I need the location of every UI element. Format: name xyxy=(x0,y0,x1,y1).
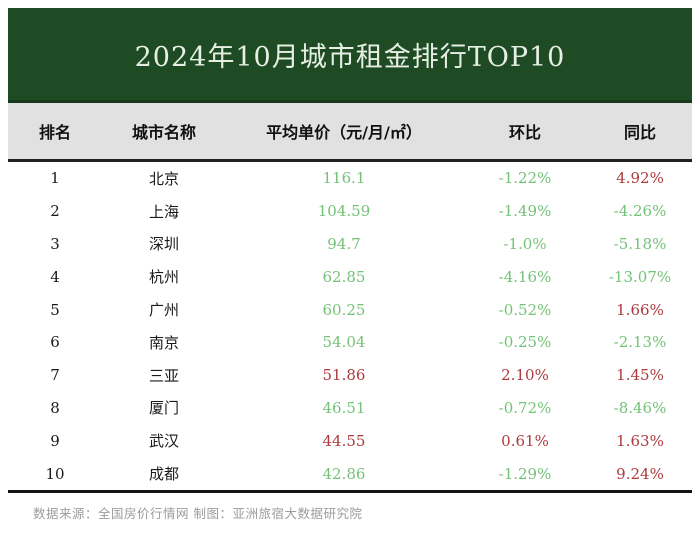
table-row: 3 深圳 94.7 -1.0% -5.18% xyxy=(8,227,692,261)
price-cell: 62.85 xyxy=(322,267,366,286)
footer-divider xyxy=(8,489,692,493)
column-header-0: 排名 xyxy=(38,123,71,142)
price-cell: 44.55 xyxy=(322,431,366,450)
yoy-cell: 1.63% xyxy=(616,431,664,450)
yoy-cell: 9.24% xyxy=(616,464,664,483)
city-cell: 北京 xyxy=(148,169,179,188)
mom-cell: 0.61% xyxy=(501,431,549,450)
rank-cell: 1 xyxy=(50,169,60,188)
column-header-1: 城市名称 xyxy=(131,123,196,142)
mom-cell: -0.52% xyxy=(498,300,552,319)
page-title: 2024年10月城市租金排行TOP10 xyxy=(134,41,566,73)
yoy-cell: 4.92% xyxy=(616,169,664,188)
title-banner: 2024年10月城市租金排行TOP10 xyxy=(8,8,692,103)
price-cell: 54.04 xyxy=(322,333,366,352)
rank-cell: 8 xyxy=(50,398,60,417)
mom-cell: -4.16% xyxy=(498,267,552,286)
yoy-cell: 1.45% xyxy=(616,366,664,385)
yoy-cell: -13.07% xyxy=(608,267,672,286)
city-cell: 成都 xyxy=(148,465,179,484)
column-header-4: 同比 xyxy=(623,123,656,142)
city-cell: 厦门 xyxy=(148,399,179,418)
price-cell: 94.7 xyxy=(327,234,361,253)
rank-cell: 3 xyxy=(50,234,60,253)
price-cell: 46.51 xyxy=(322,398,366,417)
price-cell: 60.25 xyxy=(322,300,366,319)
table-header-row: 排名 城市名称 平均单价（元/月/㎡） 环比 同比 xyxy=(8,103,692,162)
mom-cell: -1.49% xyxy=(498,202,552,221)
price-cell: 116.1 xyxy=(322,169,366,188)
city-cell: 南京 xyxy=(148,333,179,352)
city-cell: 广州 xyxy=(148,301,179,320)
rank-cell: 4 xyxy=(50,267,60,286)
city-cell: 三亚 xyxy=(148,366,179,385)
yoy-cell: -5.18% xyxy=(613,234,667,253)
yoy-cell: -2.13% xyxy=(613,333,667,352)
column-header-3: 环比 xyxy=(508,123,541,142)
table-row: 5 广州 60.25 -0.52% 1.66% xyxy=(8,293,692,326)
rank-cell: 10 xyxy=(45,464,65,483)
table-row: 1 北京 116.1 -1.22% 4.92% xyxy=(8,162,692,195)
rank-cell: 5 xyxy=(50,300,60,319)
mom-cell: -1.29% xyxy=(498,464,552,483)
price-cell: 51.86 xyxy=(322,366,366,385)
table-row: 9 武汉 44.55 0.61% 1.63% xyxy=(8,424,692,458)
yoy-cell: 1.66% xyxy=(616,300,664,319)
yoy-cell: -4.26% xyxy=(613,202,667,221)
rank-cell: 7 xyxy=(50,366,60,385)
column-header-2: 平均单价（元/月/㎡） xyxy=(266,123,422,142)
table-row: 6 南京 54.04 -0.25% -2.13% xyxy=(8,325,692,359)
mom-cell: -1.22% xyxy=(498,169,552,188)
table-row: 7 三亚 51.86 2.10% 1.45% xyxy=(8,358,692,392)
price-cell: 42.86 xyxy=(322,464,366,483)
table-body: 1 北京 116.1 -1.22% 4.92% 2 上海 104.59 -1.49% -4.26%… xyxy=(8,162,692,490)
rent-ranking-infographic: 2024年10月城市租金排行TOP10 排名 城市名称 平均单价（元/月/㎡） 环比 同… xyxy=(0,8,700,539)
mom-cell: 2.10% xyxy=(501,366,549,385)
city-cell: 杭州 xyxy=(148,268,179,287)
yoy-cell: -8.46% xyxy=(613,398,667,417)
mom-cell: -0.72% xyxy=(498,398,552,417)
table-row: 4 杭州 62.85 -4.16% -13.07% xyxy=(8,260,692,294)
price-cell: 104.59 xyxy=(317,202,371,221)
city-cell: 上海 xyxy=(148,202,179,221)
city-cell: 深圳 xyxy=(148,235,179,254)
rank-cell: 6 xyxy=(50,333,60,352)
rank-cell: 9 xyxy=(50,431,60,450)
mom-cell: -0.25% xyxy=(498,333,552,352)
city-cell: 武汉 xyxy=(148,432,179,451)
rank-cell: 2 xyxy=(50,202,60,221)
table-row: 2 上海 104.59 -1.49% -4.26% xyxy=(8,194,692,228)
source-credit: 数据来源：全国房价行情网 制图：亚洲旅宿大数据研究院 xyxy=(33,505,363,521)
mom-cell: -1.0% xyxy=(503,234,547,253)
table-row: 10 成都 42.86 -1.29% 9.24% xyxy=(8,457,692,490)
table-row: 8 厦门 46.51 -0.72% -8.46% xyxy=(8,391,692,425)
